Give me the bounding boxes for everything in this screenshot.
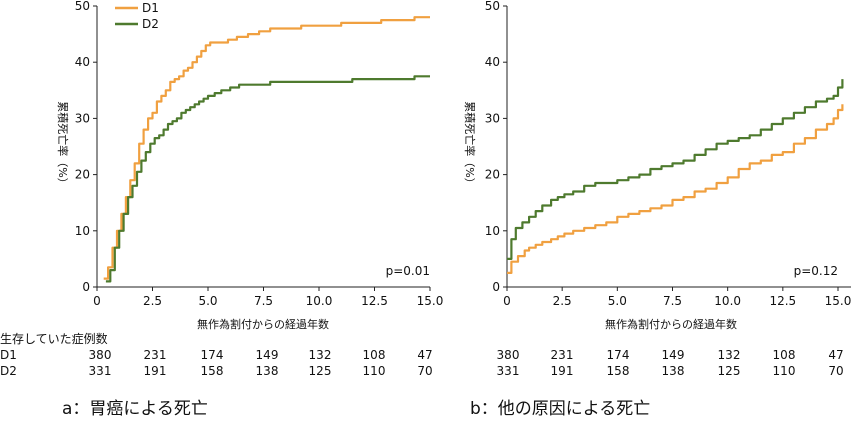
panel-b-y-tick-label: 0 [492,280,500,294]
panel-b-x-tick-label: 2.5 [553,294,572,308]
panel-a-x-tick-label: 7.5 [254,294,273,308]
panel-a-y-tick-label: 50 [75,0,90,13]
risk-cell-a-d2: 331 [89,364,112,378]
panel-a-x-tick-label: 10.0 [306,294,333,308]
risk-cell-b-d1: 132 [718,348,741,362]
risk-table: 生存していた症例数 D1 D2 380 231 174 149 132 108 47 331 1… [0,331,844,378]
panel-a-x-tick-label: 12.5 [361,294,388,308]
panel-a-y-tick-label: 30 [75,111,90,125]
risk-cell-b-d1: 47 [828,348,843,362]
risk-cell-b-d1: 380 [497,348,520,362]
panel-a-x-tick-label: 15.0 [417,294,444,308]
risk-cell-a-d2: 158 [201,364,224,378]
panel-b-y-axis-label: 累積死亡率（%） [463,101,477,188]
panel-a-x-tick-label: 0 [93,294,101,308]
panel-a-x-axis-label: 無作為割付からの経過年数 [197,317,329,331]
risk-cell-a-d2: 110 [363,364,386,378]
panel-b-x-tick-label: 0 [503,294,511,308]
panel-b-y-tick-label: 10 [485,224,500,238]
risk-cell-a-d1: 132 [309,348,332,362]
panel-a-y-tick-label: 10 [75,224,90,238]
panel-a-caption: a：胃癌による死亡 [62,399,208,419]
panel-b-y-tick-label: 50 [485,0,500,13]
risk-cell-a-d2: 70 [417,364,432,378]
panel-b-x-tick-label: 5.0 [608,294,627,308]
panel-a-series-d1 [103,16,430,280]
panel-b-series-d1 [507,104,844,274]
risk-cell-b-d2: 158 [607,364,630,378]
panel-a-x-tick-label: 5.0 [198,294,217,308]
risk-cell-a-d1: 380 [89,348,112,362]
panel-b-x-tick-label: 12.5 [769,294,796,308]
risk-cell-a-d2: 125 [309,364,332,378]
panel-b-x-axis-label: 無作為割付からの経過年数 [605,317,737,331]
panel-b-y-tick-label: 30 [485,111,500,125]
panel-a-y-tick-label: 40 [75,55,90,69]
risk-cell-b-d2: 70 [828,364,843,378]
risk-cell-a-d2: 191 [144,364,167,378]
panel-b-caption: b：他の原因による死亡 [470,399,650,419]
risk-cell-a-d1: 149 [256,348,279,362]
risk-cell-b-d1: 174 [607,348,630,362]
risk-cell-b-d1: 231 [551,348,574,362]
risk-cell-b-d1: 108 [773,348,796,362]
legend-label-d1: D1 [142,1,159,15]
risk-cell-b-d2: 331 [497,364,520,378]
panel-a-chart: 0 10 20 30 40 50 0 2.5 5.0 7.5 10.0 12.5 15.0 無作為割付… [56,0,443,331]
risk-cell-a-d1: 47 [417,348,432,362]
panel-a-y-axis-label: 累積死亡率（%） [56,101,70,188]
panel-b-y-tick-label: 20 [485,168,500,182]
risk-cell-a-d2: 138 [256,364,279,378]
panel-a-y-tick-label: 0 [82,280,90,294]
risk-cell-a-d1: 231 [144,348,167,362]
risk-row-label-d2: D2 [0,364,17,378]
risk-cell-b-d2: 125 [718,364,741,378]
risk-cell-a-d1: 108 [363,348,386,362]
risk-row-label-d1: D1 [0,348,17,362]
panel-a-y-tick-label: 20 [75,168,90,182]
panel-b-series-d2 [507,79,844,260]
risk-cell-b-d2: 191 [551,364,574,378]
panel-a-p-value: p=0.01 [386,264,430,278]
panel-a-x-tick-label: 2.5 [143,294,162,308]
panel-b-p-value: p=0.12 [794,264,838,278]
legend-label-d2: D2 [142,17,159,31]
risk-cell-b-d2: 138 [662,364,685,378]
risk-cell-a-d1: 174 [201,348,224,362]
panel-b-y-tick-label: 40 [485,55,500,69]
panel-b-chart: 0 10 20 30 40 50 0 2.5 5.0 7.5 10.0 12.5 15.0 無作為割付… [463,0,851,331]
panel-a-series-d2 [105,75,430,283]
risk-cell-b-d1: 149 [662,348,685,362]
risk-cell-b-d2: 110 [773,364,796,378]
panel-b-x-tick-label: 15.0 [825,294,852,308]
panel-b-x-tick-label: 10.0 [714,294,741,308]
panel-b-x-tick-label: 7.5 [663,294,682,308]
risk-table-header: 生存していた症例数 [0,331,108,346]
panel-a-legend: D1 D2 [115,1,159,31]
